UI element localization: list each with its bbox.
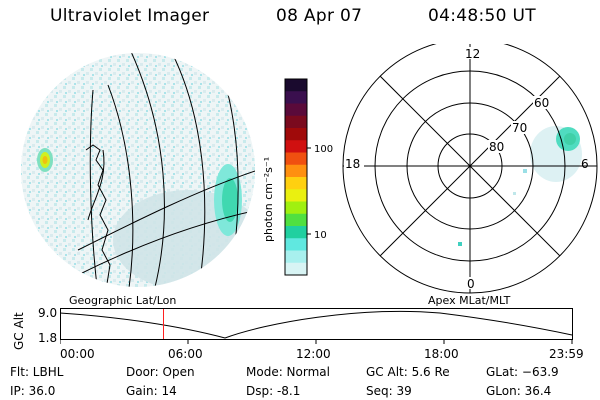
status-mode: Mode: Normal: [246, 365, 330, 379]
observation-time: 04:48:50 UT: [428, 6, 536, 26]
colorbar-segment: [285, 213, 307, 227]
status-dsp: Dsp: -8.1: [246, 384, 301, 398]
colorbar-segment: [285, 115, 307, 129]
auroral-image-geographic: [19, 51, 257, 289]
colorbar-segment: [285, 164, 307, 178]
colorbar-segment: [285, 238, 307, 251]
colorbar-segment: [285, 201, 307, 215]
status-ip: IP: 36.0: [10, 384, 56, 398]
status-glon: GLon: 36.4: [486, 384, 552, 398]
time-tick-0000: 00:00: [60, 347, 95, 361]
alt-tick-low: 1.8: [38, 331, 58, 345]
alt-axis-label: GC Alt: [12, 312, 26, 350]
intensity-colorbar: 100 10: [284, 78, 333, 276]
altitude-timeline: [60, 308, 573, 344]
mlat-label-70: 70: [512, 121, 527, 135]
observation-date: 08 Apr 07: [276, 6, 363, 26]
right-map-label: Apex MLat/MLT: [428, 294, 511, 307]
status-door: Door: Open: [126, 365, 195, 379]
status-gc-alt: GC Alt: 5.6 Re: [366, 365, 450, 379]
colorbar-segment: [285, 91, 307, 104]
mlat-label-80: 80: [489, 140, 504, 154]
time-tick-1200: 12:00: [296, 347, 331, 361]
colorbar-segment: [285, 250, 307, 264]
app-title: Ultraviolet Imager: [50, 6, 210, 26]
polar-plot-mlat-mlt: 12 18 6 0 60 70 80: [342, 44, 598, 294]
colorbar-segment: [285, 152, 307, 166]
mlt-label-12: 12: [465, 47, 480, 61]
time-tick-1800: 18:00: [424, 347, 459, 361]
colorbar-segment: [285, 128, 307, 141]
time-tick-0600: 06:00: [168, 347, 203, 361]
status-glat: GLat: −63.9: [486, 365, 559, 379]
colorbar-label-100: 100: [314, 144, 333, 155]
colorbar-label-10: 10: [314, 230, 327, 241]
time-tick-2359: 23:59: [549, 347, 584, 361]
colorbar-segment: [285, 226, 307, 239]
colorbar-segment: [285, 103, 307, 117]
colorbar-segment: [285, 262, 307, 276]
colorbar-frame: [284, 78, 308, 276]
mlat-label-60: 60: [534, 96, 549, 110]
alt-tick-high: 9.0: [38, 306, 58, 320]
colorbar-segment: [285, 189, 307, 202]
colorbar-segment: [285, 140, 307, 153]
left-map-label: Geographic Lat/Lon: [69, 294, 177, 307]
mlt-label-0: 0: [467, 277, 475, 291]
status-filter: Flt: LBHL: [10, 365, 64, 379]
status-seq: Seq: 39: [366, 384, 412, 398]
colorbar-segment: [285, 79, 307, 92]
colorbar-segment: [285, 177, 307, 190]
mlt-label-18: 18: [345, 157, 360, 171]
mlt-label-6: 6: [581, 157, 589, 171]
colorbar-unit-label: photon cm⁻²s⁻¹: [262, 156, 275, 242]
altitude-curve: [60, 310, 573, 339]
status-gain: Gain: 14: [126, 384, 177, 398]
